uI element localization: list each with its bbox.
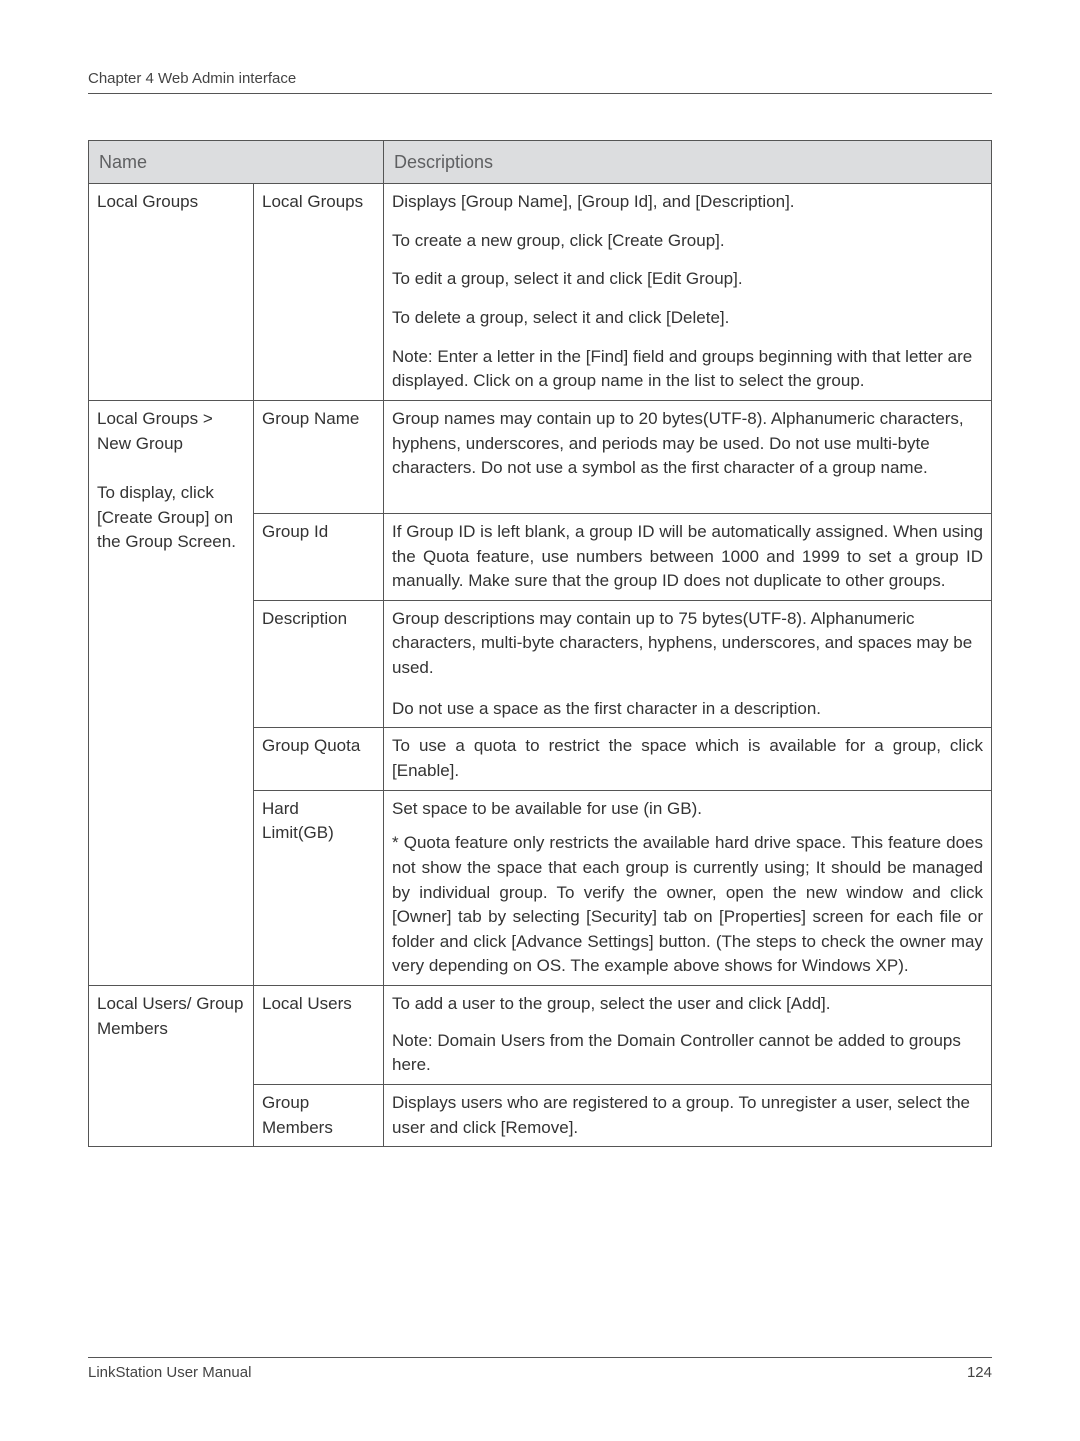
text: To create a new group, click [Create Gro… — [392, 229, 983, 254]
section-local-users-members: Local Users/ Group Members — [89, 986, 254, 1147]
text: Note: Enter a letter in the [Find] field… — [392, 345, 983, 394]
desc-description: Group descriptions may contain up to 75 … — [384, 600, 992, 728]
desc-local-users: To add a user to the group, select the u… — [384, 986, 992, 1085]
sub-group-members: Group Members — [254, 1085, 384, 1147]
section-local-groups: Local Groups — [89, 184, 254, 401]
text: Members — [262, 1118, 333, 1137]
descriptions-table: Name Descriptions Local Groups Local Gro… — [88, 140, 992, 1147]
desc-group-name: Group names may contain up to 20 bytes(U… — [384, 400, 992, 513]
desc-group-members: Displays users who are registered to a g… — [384, 1085, 992, 1147]
text: Set space to be available for use (in GB… — [392, 797, 983, 822]
sub-local-groups: Local Groups — [254, 184, 384, 401]
section-new-group: Local Groups > New Group To display, cli… — [89, 400, 254, 985]
header-name: Name — [89, 141, 384, 184]
sub-group-id: Group Id — [254, 513, 384, 600]
footer-page-number: 124 — [967, 1364, 992, 1381]
desc-hard-limit: Set space to be available for use (in GB… — [384, 790, 992, 985]
table-header-row: Name Descriptions — [89, 141, 992, 184]
text: Note: Domain Users from the Domain Contr… — [392, 1029, 983, 1078]
running-head: Chapter 4 Web Admin interface — [88, 70, 992, 94]
desc-group-quota: To use a quota to restrict the space whi… — [384, 728, 992, 790]
text: To add a user to the group, select the u… — [392, 992, 983, 1017]
text: Displays users who are registered to a g… — [392, 1091, 983, 1140]
text: If Group ID is left blank, a group ID wi… — [392, 520, 983, 594]
text: Hard — [262, 799, 299, 818]
sub-group-quota: Group Quota — [254, 728, 384, 790]
sub-local-users: Local Users — [254, 986, 384, 1085]
table-row: Local Groups Local Groups Displays [Grou… — [89, 184, 992, 401]
text: To edit a group, select it and click [Ed… — [392, 267, 983, 292]
table-row: Local Users/ Group Members Local Users T… — [89, 986, 992, 1085]
text: Do not use a space as the first characte… — [392, 697, 983, 722]
text: To display, click [Create Group] on the … — [97, 483, 236, 551]
text: Limit(GB) — [262, 823, 334, 842]
desc-local-groups: Displays [Group Name], [Group Id], and [… — [384, 184, 992, 401]
text: Group — [262, 1093, 309, 1112]
sub-group-name: Group Name — [254, 400, 384, 513]
text: To use a quota to restrict the space whi… — [392, 734, 983, 783]
page-footer: LinkStation User Manual 124 — [88, 1357, 992, 1381]
text: Group names may contain up to 20 bytes(U… — [392, 407, 983, 481]
text: To delete a group, select it and click [… — [392, 306, 983, 331]
text: * Quota feature only restricts the avail… — [392, 831, 983, 979]
text: Displays [Group Name], [Group Id], and [… — [392, 190, 983, 215]
sub-hard-limit: Hard Limit(GB) — [254, 790, 384, 985]
footer-left: LinkStation User Manual — [88, 1364, 251, 1381]
sub-description: Description — [254, 600, 384, 728]
header-descriptions: Descriptions — [384, 141, 992, 184]
text: Group descriptions may contain up to 75 … — [392, 607, 983, 681]
table-row: Local Groups > New Group To display, cli… — [89, 400, 992, 513]
desc-group-id: If Group ID is left blank, a group ID wi… — [384, 513, 992, 600]
text: Local Groups > New Group — [97, 409, 213, 453]
